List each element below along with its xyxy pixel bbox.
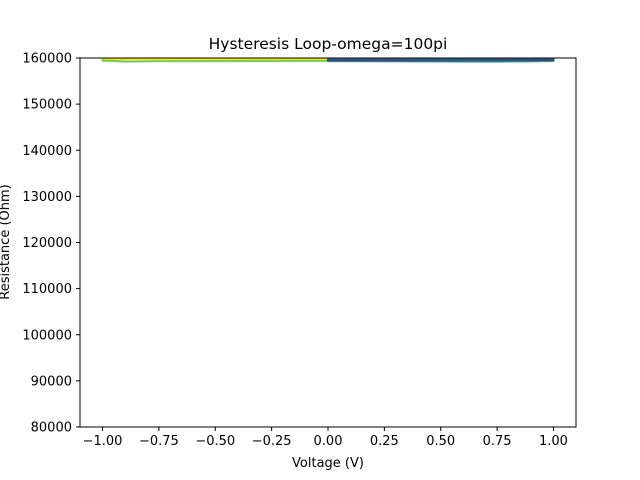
x-tick-label: 1.00 (539, 434, 568, 449)
y-tick-label: 80000 (31, 421, 72, 436)
y-tick-label: 120000 (22, 236, 72, 251)
x-axis: −1.00 −0.75 −0.50 −0.25 0.00 0.25 0.50 0.75 1.00 (83, 427, 568, 449)
y-tick-label: 130000 (22, 190, 72, 205)
y-tick-label: 110000 (22, 282, 72, 297)
x-tick-label: −0.25 (252, 434, 292, 449)
x-tick-label: −0.50 (195, 434, 235, 449)
y-axis-label: Resistance (Ohm) (0, 184, 13, 299)
axes-frame (79, 57, 577, 428)
x-tick-label: −1.00 (83, 434, 123, 449)
y-tick-label: 140000 (22, 144, 72, 159)
y-tick-label: 160000 (22, 52, 72, 67)
y-tick-label: 150000 (22, 98, 72, 113)
x-tick-label: 0.75 (483, 434, 512, 449)
x-axis-label: Voltage (V) (292, 456, 364, 471)
series-line-1 (101, 57, 330, 61)
y-tick-label: 90000 (31, 374, 72, 389)
chart-title: Hysteresis Loop-omega=100pi (209, 35, 448, 53)
plot-area (101, 57, 555, 63)
x-tick-label: −0.75 (139, 434, 179, 449)
series-line-2 (101, 59, 330, 63)
x-tick-label: 0.25 (370, 434, 399, 449)
x-tick-label: 0.00 (314, 434, 343, 449)
y-axis: 80000 90000 100000 110000 120000 130000 140000… (22, 52, 80, 436)
x-tick-label: 0.50 (426, 434, 455, 449)
y-tick-label: 100000 (22, 328, 72, 343)
